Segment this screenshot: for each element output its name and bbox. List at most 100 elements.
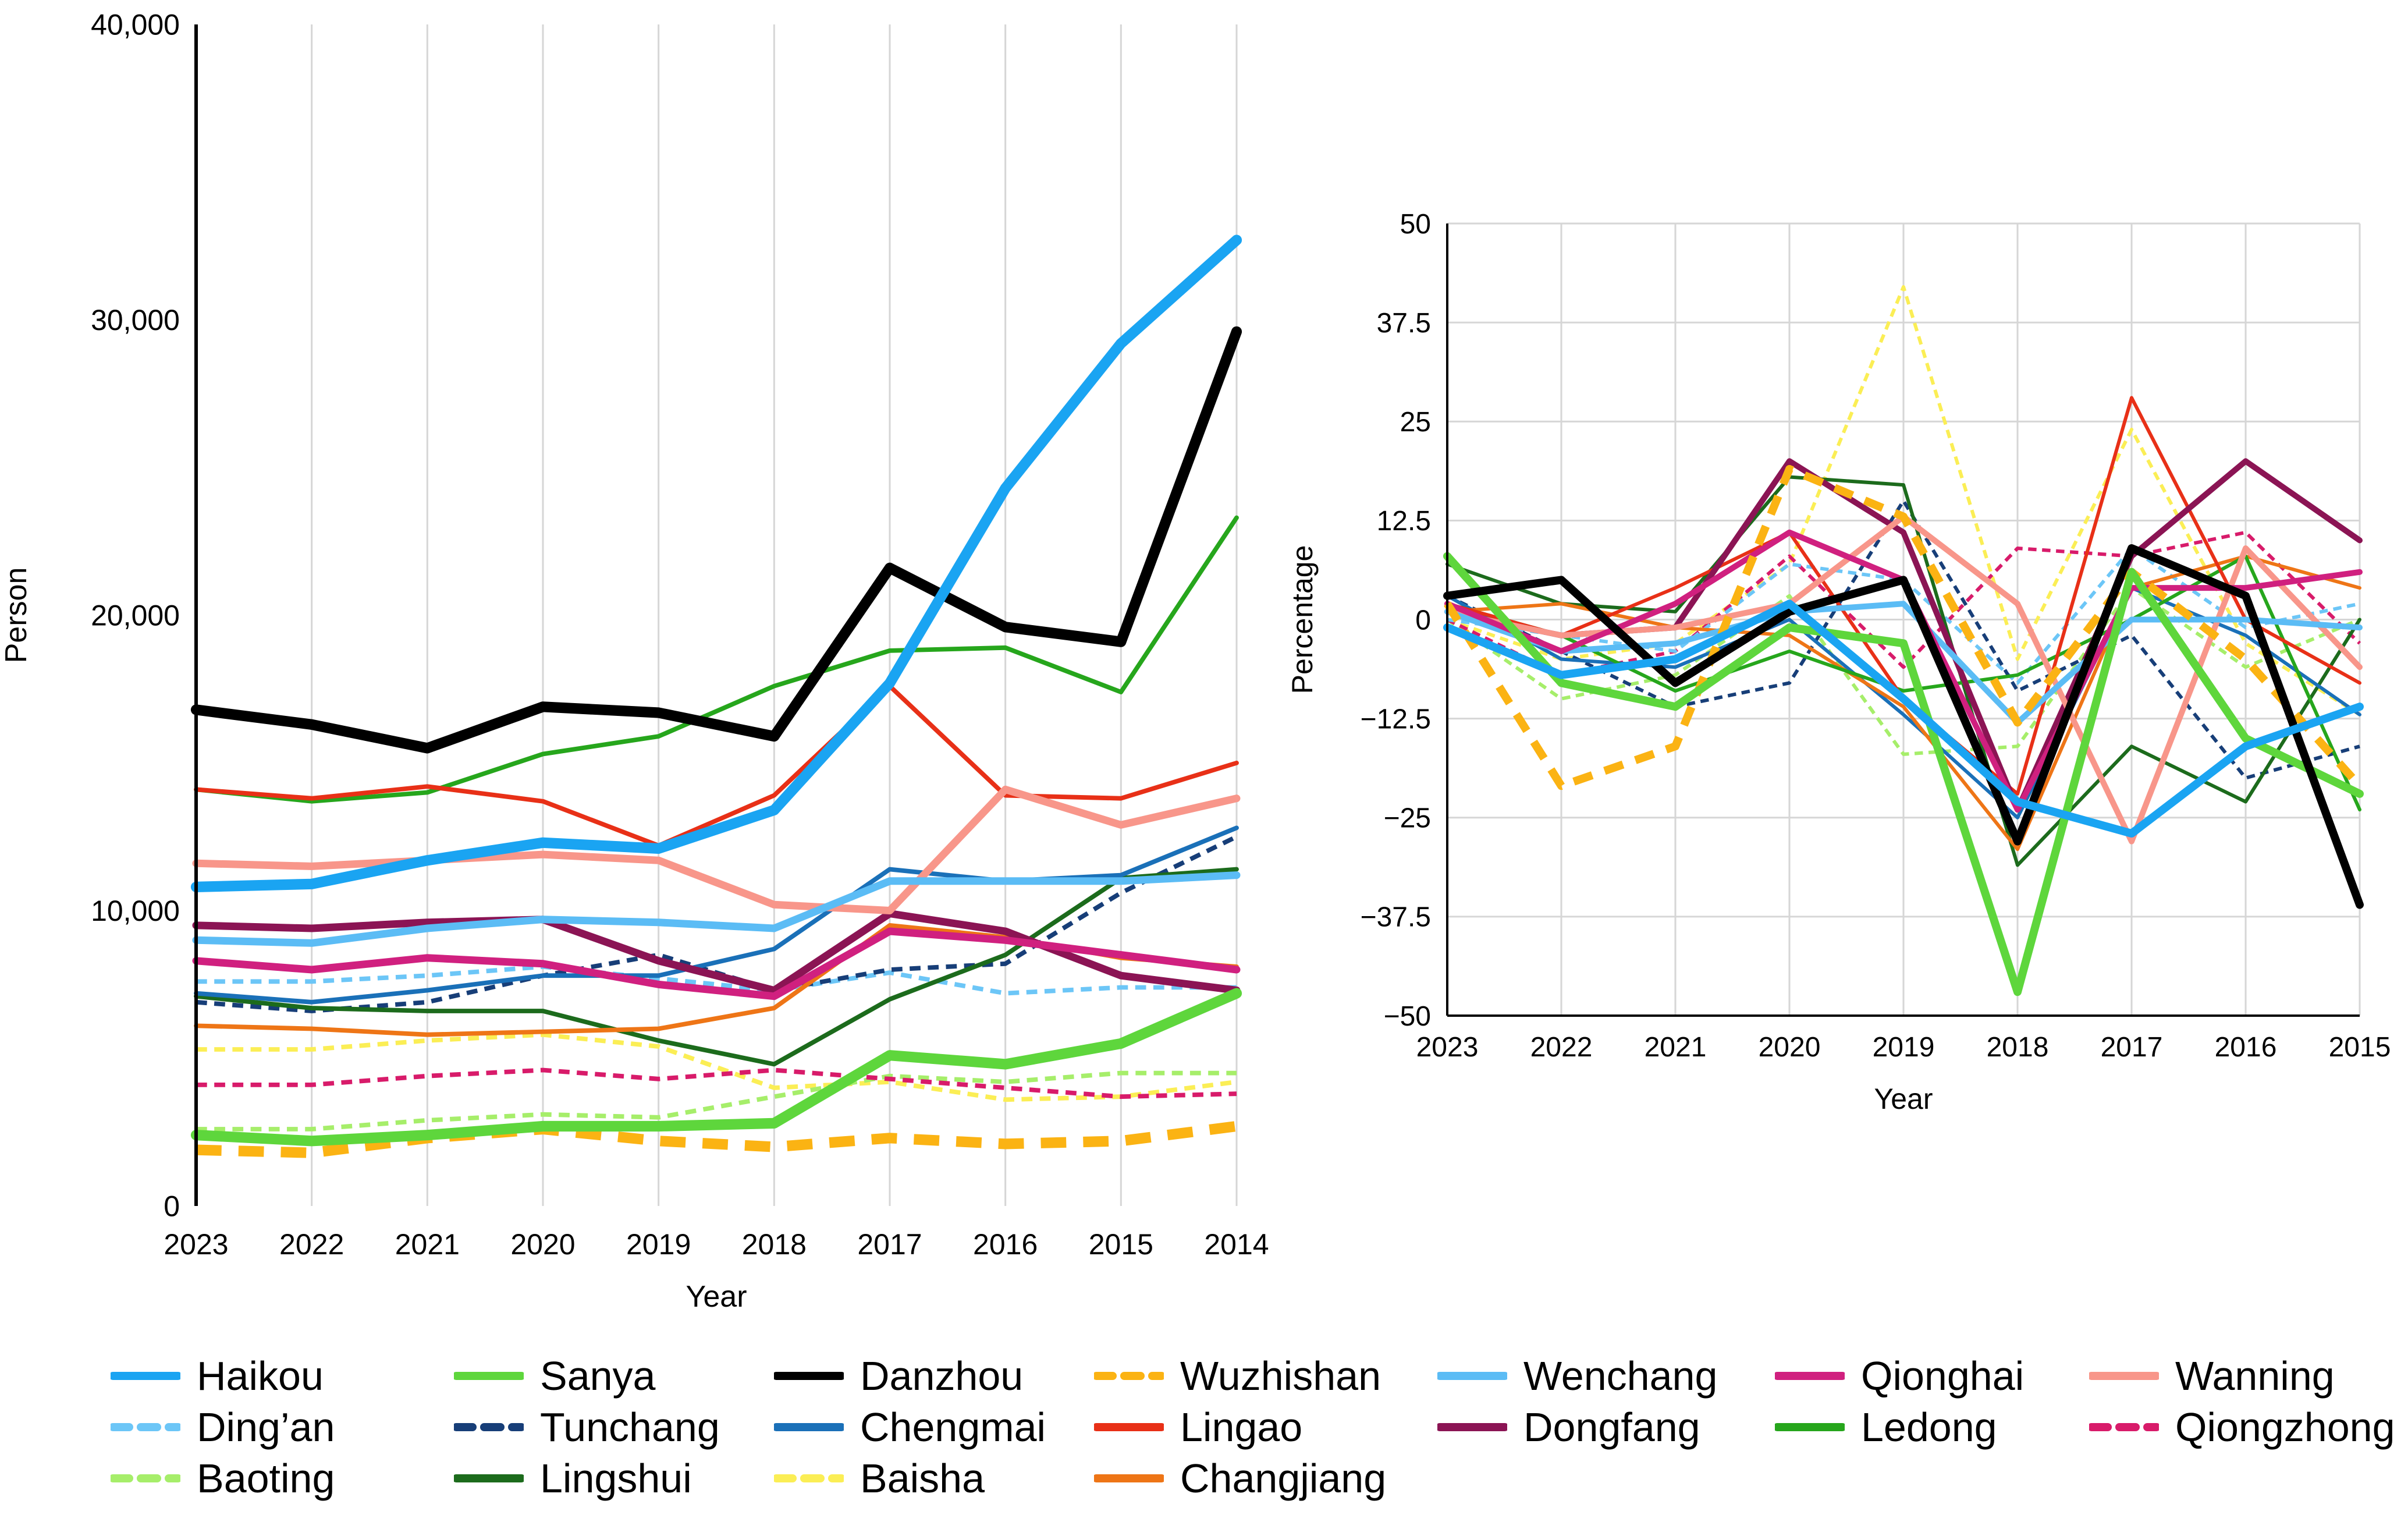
- series-line-sanya: [190, 988, 1242, 1147]
- series-line-wenchang: [192, 871, 1241, 947]
- legend-swatch: [1775, 1423, 1845, 1431]
- legend-label: Haikou: [197, 1353, 324, 1399]
- series-line-danzhou: [190, 326, 1242, 754]
- legend-item-ledong: Ledong: [1775, 1402, 1997, 1453]
- x-tick-label: 2018: [1987, 1032, 2049, 1063]
- legend-label: Wuzhishan: [1180, 1353, 1381, 1399]
- legend-item-changjiang: Changjiang: [1094, 1453, 1386, 1504]
- x-tick-label: 2017: [2101, 1032, 2163, 1063]
- x-axis-title: Year: [1874, 1083, 1933, 1115]
- legend-swatch: [1094, 1372, 1164, 1380]
- legend-label: Qionghai: [1861, 1353, 2025, 1399]
- y-tick-label: 10,000: [91, 895, 180, 927]
- x-tick-label: 2019: [626, 1228, 691, 1261]
- series-line-haikou: [190, 235, 1242, 893]
- x-tick-label: 2022: [1530, 1032, 1593, 1063]
- series-line-wenchang: [1444, 601, 2363, 726]
- series-line-qionghai: [192, 927, 1241, 1001]
- y-tick-label: 20,000: [91, 599, 180, 632]
- legend-label: Wanning: [2175, 1353, 2335, 1399]
- y-axis-title: Person: [0, 567, 33, 664]
- x-tick-label: 2021: [1645, 1032, 1707, 1063]
- legend-item-chengmai: Chengmai: [774, 1402, 1046, 1453]
- legend-item-danzhou: Danzhou: [774, 1350, 1023, 1402]
- legend-item-lingshui: Lingshui: [454, 1453, 692, 1504]
- legend-label: Sanya: [540, 1353, 656, 1399]
- series-line-wuzhishan: [196, 1120, 1238, 1158]
- x-tick-label: 2023: [1416, 1032, 1479, 1063]
- legend-item-tunchang: Tunchang: [454, 1402, 720, 1453]
- x-tick-label: 2021: [395, 1228, 460, 1261]
- legend-label: Ding’an: [197, 1404, 335, 1450]
- legend-item-wanning: Wanning: [2089, 1350, 2335, 1402]
- x-tick-label: 2016: [2215, 1032, 2277, 1063]
- x-tick-label: 2015: [1089, 1228, 1153, 1261]
- legend-swatch: [454, 1474, 524, 1482]
- series-line-baisha: [196, 1032, 1237, 1102]
- legend-item-wenchang: Wenchang: [1437, 1350, 1717, 1402]
- legend-label: Chengmai: [860, 1404, 1046, 1450]
- x-tick-label: 2016: [973, 1228, 1038, 1261]
- series-line-ledong: [194, 515, 1239, 804]
- y-tick-label: −37.5: [1361, 902, 1431, 933]
- legend-label: Tunchang: [540, 1404, 720, 1450]
- legend-label: Baisha: [860, 1456, 985, 1501]
- legend-swatch: [111, 1474, 180, 1482]
- y-tick-label: 50: [1400, 209, 1431, 240]
- legend-item-wuzhishan: Wuzhishan: [1094, 1350, 1381, 1402]
- legend-swatch: [1437, 1423, 1507, 1431]
- chart-right: −50 −37.5 −25 −12.5 0 12.5 25 37.5 50 2023 2022 202…: [1286, 209, 2391, 1115]
- series-line-wuzhishan: [1444, 464, 2363, 790]
- legend-swatch: [774, 1474, 844, 1482]
- legend-item-qionghai: Qionghai: [1775, 1350, 2024, 1402]
- legend-swatch: [111, 1423, 180, 1431]
- legend-item-sanya: Sanya: [454, 1350, 655, 1402]
- legend-swatch: [2089, 1423, 2159, 1431]
- legend-label: Wenchang: [1523, 1353, 1718, 1399]
- x-tick-label: 2020: [1759, 1032, 1821, 1063]
- legend-item-haikou: Haikou: [111, 1350, 324, 1402]
- series-line-qiongzhong: [1446, 530, 2361, 677]
- legend-item-qiongzhong: Qiongzhong: [2089, 1402, 2395, 1453]
- x-tick-label: 2017: [857, 1228, 922, 1261]
- legend-swatch: [774, 1372, 844, 1380]
- legend-item-baisha: Baisha: [774, 1453, 985, 1504]
- x-tick-label: 2019: [1873, 1032, 1935, 1063]
- series-line-dongfang: [192, 910, 1241, 994]
- chart-left: 0 10,000 20,000 30,000 40,000 2023 2022 2021 202…: [0, 9, 1269, 1314]
- y-tick-label: 30,000: [91, 304, 180, 336]
- legend-item-dongfang: Dongfang: [1437, 1402, 1700, 1453]
- legend-label: Danzhou: [860, 1353, 1024, 1399]
- legend-item-ding-an: Ding’an: [111, 1402, 335, 1453]
- legend-label: Baoting: [197, 1456, 335, 1501]
- series-line-lingshui: [1445, 475, 2361, 867]
- series-line-baoting: [1446, 586, 2361, 756]
- legend-label: Ledong: [1861, 1404, 1997, 1450]
- legend-swatch: [1775, 1372, 1845, 1380]
- x-tick-label: 2020: [510, 1228, 575, 1261]
- x-tick-label: 2015: [2329, 1032, 2391, 1063]
- y-tick-label: 12.5: [1377, 506, 1431, 537]
- series-line-wanning: [192, 785, 1241, 914]
- x-tick-label: 2022: [279, 1228, 344, 1261]
- legend-label: Changjiang: [1180, 1456, 1387, 1501]
- y-axis-title: Percentage: [1286, 545, 1319, 694]
- y-tick-label: 25: [1400, 407, 1431, 438]
- x-tick-label: 2014: [1204, 1228, 1269, 1261]
- legend-item-baoting: Baoting: [111, 1453, 335, 1504]
- legend-swatch: [774, 1423, 844, 1431]
- legend-swatch: [1094, 1423, 1164, 1431]
- y-tick-label: −50: [1384, 1001, 1431, 1032]
- legend-swatch: [454, 1372, 524, 1380]
- y-tick-label: −12.5: [1361, 704, 1431, 735]
- series-line-qiongzhong: [196, 1067, 1237, 1099]
- legend: Haikou Sanya Danzhou Wuzhishan Wenchang Qiong…: [111, 1350, 2395, 1525]
- y-tick-label: 0: [164, 1190, 180, 1223]
- y-tick-label: 37.5: [1377, 308, 1431, 339]
- series-line-baoting: [196, 1070, 1237, 1131]
- legend-label: Lingshui: [540, 1456, 692, 1501]
- legend-swatch: [1437, 1372, 1507, 1380]
- legend-swatch: [1094, 1474, 1164, 1482]
- legend-label: Qiongzhong: [2175, 1404, 2395, 1450]
- series-line-lingshui: [194, 867, 1239, 1067]
